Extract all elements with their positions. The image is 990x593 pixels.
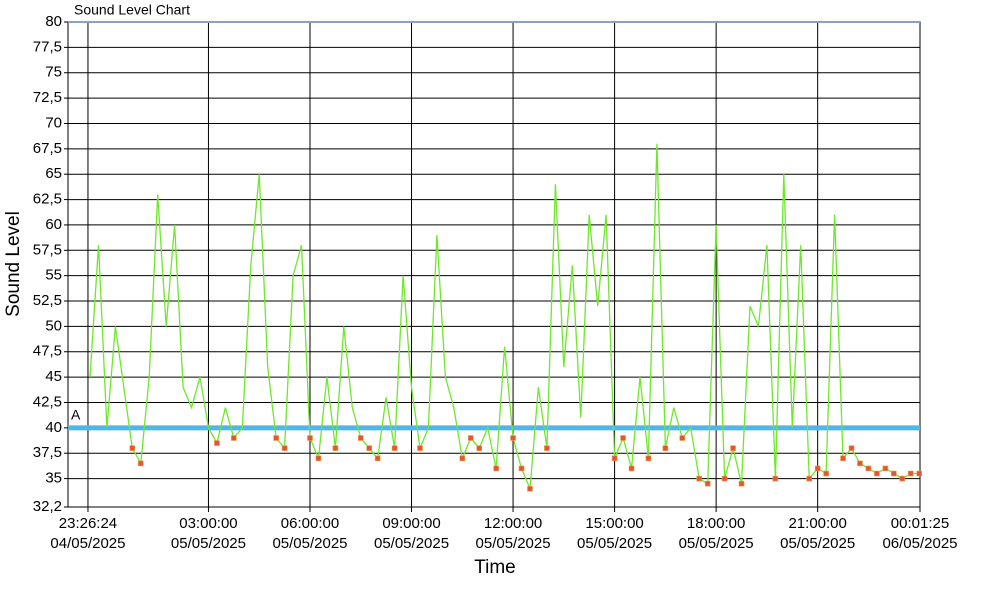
below-threshold-marker xyxy=(315,455,322,462)
y-tick-label: 37,5 xyxy=(33,444,62,461)
x-tick-label: 05/05/2025 xyxy=(476,535,551,552)
threshold-label: A xyxy=(71,407,81,423)
y-tick-label: 70 xyxy=(45,114,62,131)
y-tick-label: 47,5 xyxy=(33,343,62,360)
below-threshold-marker xyxy=(518,465,525,472)
below-threshold-marker xyxy=(357,435,364,441)
below-threshold-marker xyxy=(620,435,626,441)
x-tick-label: 21:00:00 xyxy=(788,515,846,532)
x-tick-label: 06/05/2025 xyxy=(882,535,957,552)
below-threshold-marker xyxy=(814,465,821,472)
below-threshold-marker xyxy=(417,445,423,451)
below-threshold-marker xyxy=(332,445,339,451)
y-tick-label: 77,5 xyxy=(33,38,62,55)
below-threshold-marker xyxy=(527,485,533,492)
below-threshold-marker xyxy=(840,455,846,462)
x-tick-label: 05/05/2025 xyxy=(272,535,347,552)
below-threshold-marker xyxy=(857,460,863,467)
below-threshold-marker xyxy=(467,435,474,441)
below-threshold-marker xyxy=(611,455,618,462)
x-tick-label: 05/05/2025 xyxy=(171,535,246,552)
below-threshold-marker xyxy=(865,465,872,472)
below-threshold-marker xyxy=(510,435,516,441)
below-threshold-marker xyxy=(891,470,897,477)
below-threshold-marker xyxy=(645,455,652,462)
x-tick-label: 15:00:00 xyxy=(585,515,643,532)
y-tick-label: 45 xyxy=(45,368,62,385)
x-tick-label: 12:00:00 xyxy=(484,515,542,532)
x-tick-label: 05/05/2025 xyxy=(780,535,855,552)
below-threshold-marker xyxy=(307,435,313,441)
below-threshold-marker xyxy=(493,465,499,472)
y-tick-label: 80 xyxy=(45,13,62,30)
x-tick-label: 23:26:24 xyxy=(59,515,117,532)
y-tick-label: 40 xyxy=(45,419,62,436)
below-threshold-marker xyxy=(806,475,813,482)
below-threshold-marker xyxy=(823,470,829,477)
below-threshold-marker xyxy=(772,475,779,482)
below-threshold-marker xyxy=(730,445,736,451)
x-axis-label: Time xyxy=(474,557,516,578)
x-tick-label: 06:00:00 xyxy=(281,515,339,532)
x-tick-label: 18:00:00 xyxy=(687,515,745,532)
x-tick-label: 09:00:00 xyxy=(382,515,440,532)
x-tick-label: 05/05/2025 xyxy=(374,535,449,552)
y-tick-label: 75 xyxy=(45,64,62,81)
below-threshold-marker xyxy=(721,475,728,482)
below-threshold-marker xyxy=(848,445,855,451)
below-threshold-marker xyxy=(544,445,550,451)
below-threshold-marker xyxy=(882,465,889,472)
x-tick-label: 05/05/2025 xyxy=(577,535,652,552)
y-tick-label: 65 xyxy=(45,165,62,182)
below-threshold-marker xyxy=(129,445,136,451)
y-tick-label: 62,5 xyxy=(33,191,62,208)
x-tick-label: 05/05/2025 xyxy=(679,535,754,552)
x-tick-label: 03:00:00 xyxy=(179,515,237,532)
x-tick-label: 04/05/2025 xyxy=(50,535,125,552)
below-threshold-marker xyxy=(738,480,745,487)
y-tick-label: 42,5 xyxy=(33,393,62,410)
below-threshold-marker xyxy=(696,475,703,482)
below-threshold-marker xyxy=(214,440,220,446)
below-threshold-marker xyxy=(874,470,880,477)
below-threshold-marker xyxy=(476,445,483,451)
chart-title: Sound Level Chart xyxy=(74,2,190,18)
below-threshold-marker xyxy=(899,475,906,482)
below-threshold-marker xyxy=(374,455,381,462)
below-threshold-marker xyxy=(916,470,923,477)
below-threshold-marker xyxy=(391,445,398,451)
below-threshold-marker xyxy=(281,445,288,451)
y-tick-label: 72,5 xyxy=(33,89,62,106)
below-threshold-marker xyxy=(704,480,711,487)
y-tick-label: 67,5 xyxy=(33,140,62,157)
y-tick-label: 50 xyxy=(45,317,62,334)
y-axis-label: Sound Level xyxy=(3,211,24,317)
x-tick-label: 00:01:25 xyxy=(891,515,949,532)
below-threshold-marker xyxy=(459,455,466,462)
below-threshold-marker xyxy=(907,470,914,477)
y-tick-label: 55 xyxy=(45,267,62,284)
y-tick-label: 60 xyxy=(45,216,62,233)
below-threshold-marker xyxy=(662,445,669,451)
sound-level-line xyxy=(89,143,920,489)
below-threshold-marker xyxy=(137,460,144,467)
below-threshold-marker xyxy=(628,465,635,472)
below-threshold-marker xyxy=(366,445,373,451)
below-threshold-marker xyxy=(273,435,279,441)
y-tick-label: 35 xyxy=(45,470,62,487)
y-tick-label: 52,5 xyxy=(33,292,62,309)
below-threshold-marker xyxy=(679,435,686,441)
y-tick-label: 32,2 xyxy=(33,498,62,515)
below-threshold-marker xyxy=(231,435,237,441)
y-tick-label: 57,5 xyxy=(33,241,62,258)
